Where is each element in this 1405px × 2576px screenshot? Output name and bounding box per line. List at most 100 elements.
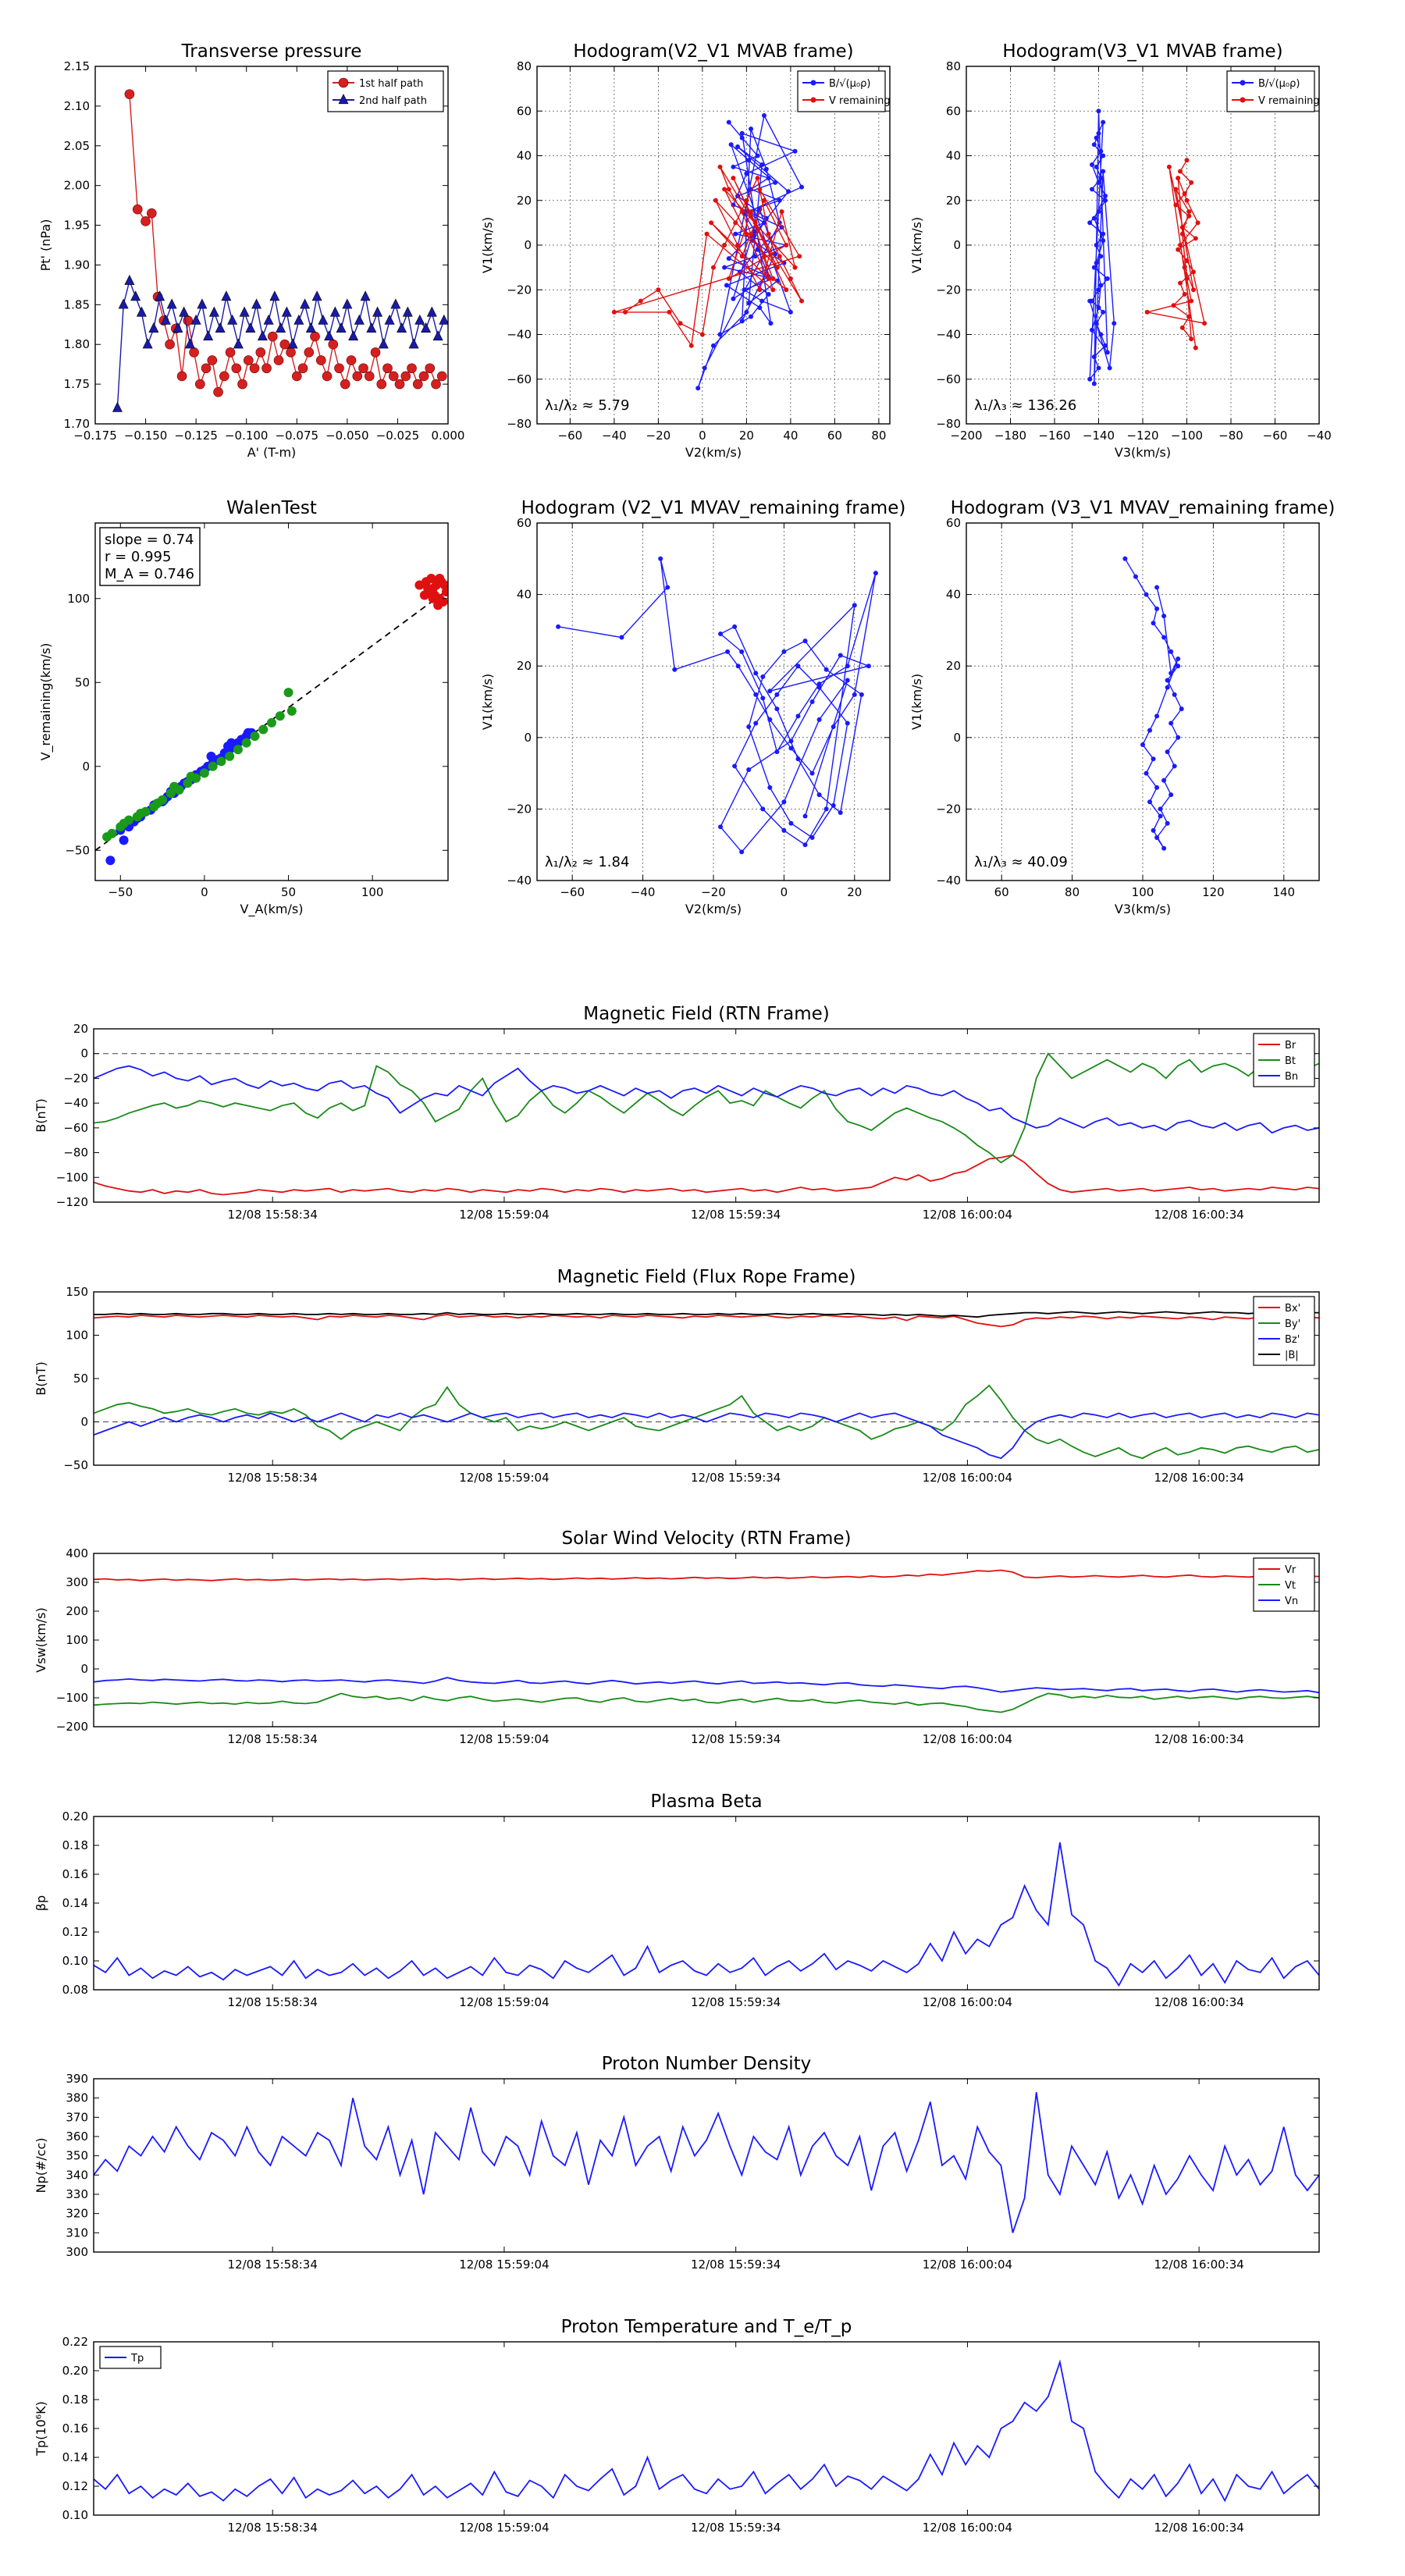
- data-point: [770, 276, 776, 281]
- data-point: [744, 231, 749, 237]
- data-point: [1101, 238, 1106, 244]
- data-point: [1104, 350, 1110, 355]
- y-axis-label: Vsw(km/s): [34, 1607, 48, 1672]
- data-point: [425, 363, 436, 374]
- data-point: [766, 231, 771, 237]
- data-point: [402, 306, 413, 317]
- x-tick-label: 20: [739, 429, 754, 443]
- x-tick-label: 12/08 16:00:34: [1154, 1208, 1243, 1222]
- data-point: [742, 287, 747, 293]
- data-point: [322, 371, 333, 382]
- y-tick-label: 20: [946, 659, 961, 673]
- x-tick-label: 12/08 16:00:04: [923, 1471, 1012, 1485]
- data-point: [1154, 585, 1160, 590]
- data-point: [132, 204, 143, 215]
- data-point: [1179, 225, 1185, 230]
- data-point: [432, 330, 443, 341]
- data-point: [795, 756, 801, 762]
- data-point: [726, 119, 731, 125]
- data-point: [749, 314, 754, 319]
- y-tick-label: 0: [524, 731, 532, 745]
- x-tick-label: 120: [1202, 885, 1225, 899]
- x-tick-label: −20: [646, 429, 671, 443]
- y-tick-label: 40: [517, 149, 532, 163]
- chart-title: Hodogram(V3_V1 MVAB frame): [1002, 41, 1282, 62]
- y-tick-label: 0.16: [62, 2421, 88, 2435]
- data-point: [1179, 325, 1185, 330]
- x-tick-label: −0.025: [376, 429, 420, 443]
- data-point: [394, 379, 405, 390]
- legend-box: [1226, 70, 1315, 112]
- data-point: [746, 158, 752, 163]
- x-tick-label: 12/08 15:59:34: [691, 1995, 781, 2009]
- data-point: [342, 298, 353, 309]
- data-point: [656, 287, 661, 293]
- data-point: [255, 347, 266, 358]
- data-point: [257, 330, 268, 341]
- data-point: [1182, 191, 1187, 197]
- x-tick-label: 100: [361, 885, 384, 899]
- data-point: [766, 291, 771, 297]
- data-point: [788, 276, 793, 281]
- data-point: [419, 590, 429, 600]
- data-point: [1172, 763, 1177, 769]
- data-point: [208, 306, 219, 317]
- data-point: [766, 276, 771, 281]
- data-point: [1096, 365, 1101, 371]
- data-point: [784, 287, 789, 293]
- chart-p2: −60 −40 −20 0 20 40 60 80 −80 −60 −40 −20 0 20 40 60 80 H…: [480, 41, 891, 460]
- y-axis-label: Np(#/cc): [34, 2138, 48, 2194]
- data-point: [243, 355, 254, 365]
- data-point: [781, 827, 787, 833]
- data-point: [376, 379, 387, 390]
- data-point: [739, 130, 745, 136]
- plot-area: [1122, 556, 1184, 851]
- y-tick-label: 0: [82, 760, 90, 774]
- data-point: [1102, 343, 1108, 348]
- data-point: [1101, 153, 1106, 158]
- data-point: [722, 187, 727, 192]
- legend-marker: [1240, 80, 1246, 86]
- data-point: [305, 322, 316, 333]
- data-point: [1166, 164, 1172, 169]
- data-point: [757, 187, 763, 192]
- data-point: [1096, 287, 1101, 293]
- x-tick-label: 12/08 15:58:34: [228, 2258, 318, 2272]
- y-axis-label: V1(km/s): [480, 217, 495, 273]
- data-point: [1161, 777, 1167, 783]
- stats-line: M_A = 0.746: [105, 566, 194, 582]
- x-axis-label: A' (T-m): [247, 445, 297, 460]
- data-point: [1101, 231, 1106, 237]
- x-tick-label: 12/08 15:58:34: [228, 2521, 318, 2535]
- data-point: [731, 296, 736, 301]
- plot-area: [102, 573, 448, 866]
- y-tick-label: 0.14: [62, 1896, 88, 1910]
- data-point: [249, 363, 260, 374]
- data-point: [1096, 209, 1101, 215]
- data-point: [838, 653, 843, 658]
- chart-title: Magnetic Field (RTN Frame): [583, 1004, 830, 1024]
- data-point: [739, 318, 745, 324]
- chart-p8: 12/08 15:58:34 12/08 15:59:04 12/08 15:59:…: [34, 1267, 1320, 1485]
- x-axis-label: V2(km/s): [685, 445, 742, 460]
- legend-label: 1st half path: [359, 78, 423, 90]
- x-tick-label: 12/08 15:59:04: [459, 1732, 549, 1746]
- x-tick-label: 12/08 15:59:34: [691, 2521, 781, 2535]
- data-point: [717, 332, 723, 337]
- data-point: [665, 585, 670, 590]
- plot-area: [94, 1569, 1319, 1713]
- y-tick-label: 20: [73, 1022, 88, 1036]
- y-tick-label: −40: [507, 873, 532, 888]
- data-point: [1168, 792, 1174, 798]
- x-tick-label: 0: [699, 429, 706, 443]
- data-point: [788, 820, 794, 826]
- x-tick-label: 60: [827, 429, 842, 443]
- data-point: [1112, 321, 1117, 326]
- y-tick-label: 2.05: [64, 139, 90, 153]
- data-point: [142, 338, 153, 349]
- data-point: [216, 756, 226, 767]
- data-point: [225, 347, 236, 358]
- data-point: [1101, 119, 1106, 125]
- data-point: [816, 685, 822, 690]
- legend-label: B/√(μ₀ρ): [829, 78, 870, 90]
